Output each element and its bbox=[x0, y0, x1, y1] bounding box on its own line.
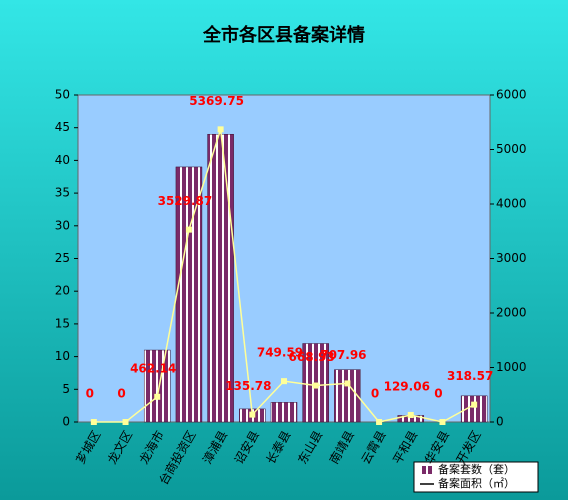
marker bbox=[185, 226, 192, 233]
bar bbox=[334, 369, 361, 423]
y-tick-label: 30 bbox=[55, 218, 70, 232]
data-label: 0 bbox=[434, 387, 442, 401]
data-label: 129.06 bbox=[384, 379, 430, 393]
y-tick-label: 25 bbox=[55, 251, 70, 265]
marker bbox=[344, 380, 351, 387]
y2-tick-label: 3000 bbox=[496, 251, 527, 265]
marker bbox=[122, 419, 129, 425]
data-label: 707.96 bbox=[320, 348, 366, 362]
y-tick-label: 40 bbox=[55, 153, 70, 167]
marker bbox=[217, 126, 224, 133]
data-label: 749.59 bbox=[257, 346, 303, 360]
marker bbox=[376, 419, 383, 425]
data-label: 3529.87 bbox=[158, 194, 213, 208]
y-tick-label: 50 bbox=[55, 88, 70, 102]
marker bbox=[154, 393, 161, 400]
legend-label: 备案面积（㎡） bbox=[438, 476, 515, 490]
marker bbox=[90, 419, 97, 425]
y2-tick-label: 4000 bbox=[496, 197, 527, 211]
y-tick-label: 15 bbox=[55, 316, 70, 330]
bar bbox=[207, 133, 234, 423]
y-tick-label: 10 bbox=[55, 349, 70, 363]
bar bbox=[143, 349, 171, 423]
data-label: 0 bbox=[117, 387, 125, 401]
bar bbox=[175, 166, 203, 423]
y-tick-label: 35 bbox=[55, 186, 70, 200]
y2-tick-label: 5000 bbox=[496, 142, 527, 156]
data-label: 668.93 bbox=[289, 350, 335, 364]
data-label: 462.14 bbox=[130, 361, 176, 375]
y-tick-label: 20 bbox=[55, 284, 70, 298]
chart-title: 全市各区县备案详情 bbox=[202, 24, 365, 46]
y-tick-label: 45 bbox=[55, 120, 70, 134]
marker bbox=[407, 411, 414, 418]
y2-tick-label: 6000 bbox=[496, 88, 527, 102]
legend bbox=[413, 461, 539, 493]
data-label: 0 bbox=[371, 387, 379, 401]
legend-label: 备案套数（套） bbox=[438, 462, 515, 476]
y2-tick-label: 1000 bbox=[496, 360, 527, 374]
marker bbox=[312, 382, 319, 389]
marker bbox=[471, 401, 478, 408]
marker bbox=[249, 411, 256, 418]
bar bbox=[270, 402, 298, 423]
y2-tick-label: 0 bbox=[496, 415, 504, 429]
y-tick-label: 0 bbox=[62, 415, 70, 429]
data-label: 5369.75 bbox=[189, 94, 244, 108]
marker bbox=[281, 378, 287, 385]
data-label: 135.78 bbox=[225, 379, 271, 393]
data-label: 0 bbox=[86, 387, 94, 401]
y2-tick-label: 2000 bbox=[496, 306, 527, 320]
marker bbox=[439, 419, 446, 425]
data-label: 318.57 bbox=[447, 369, 493, 383]
y-tick-label: 5 bbox=[62, 382, 70, 396]
legend-swatch bbox=[420, 466, 434, 474]
